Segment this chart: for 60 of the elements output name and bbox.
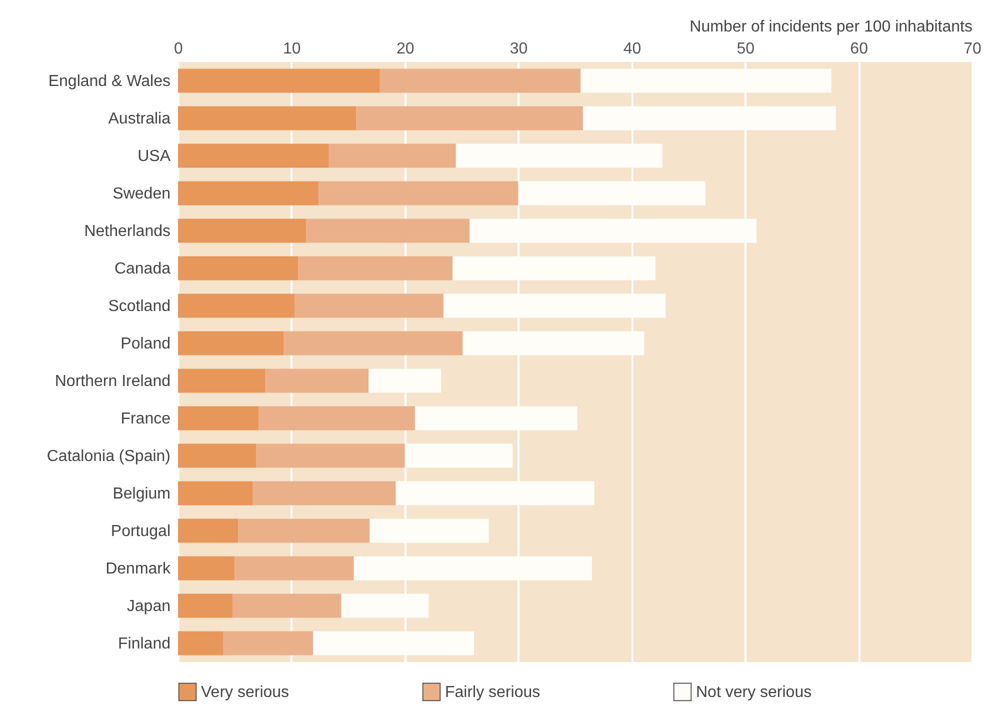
x-axis-title: Number of incidents per 100 inhabitants: [690, 18, 972, 36]
bar: [178, 256, 298, 280]
y-tick-label: Poland: [120, 335, 170, 352]
bar: [178, 106, 356, 130]
bar: [318, 181, 518, 206]
legend-label: Not very serious: [696, 684, 812, 701]
y-tick-label: USA: [138, 148, 171, 165]
x-tick-label: 70: [964, 40, 982, 58]
bar: [223, 631, 313, 656]
legend-label: Fairly serious: [445, 684, 540, 701]
bar: [178, 218, 306, 243]
bar: [178, 556, 235, 580]
bar: [178, 406, 259, 430]
x-tick-label: 30: [510, 40, 528, 58]
bar: [298, 256, 452, 280]
bar: [178, 368, 266, 393]
bar: [178, 331, 284, 356]
x-tick-label: 60: [850, 40, 868, 58]
y-tick-label: England & Wales: [48, 72, 170, 90]
y-tick-label: Portugal: [110, 522, 170, 540]
bar: [380, 68, 581, 93]
y-tick-label: Canada: [114, 260, 171, 278]
bar: [294, 294, 444, 318]
bar: [328, 144, 456, 168]
y-tick-label: Catalonia (Spain): [46, 448, 170, 465]
bar: [258, 406, 416, 430]
bar: [178, 444, 256, 468]
bar: [178, 68, 380, 93]
bar: [356, 106, 583, 130]
bar: [178, 594, 232, 618]
y-tick-label: Netherlands: [84, 222, 170, 240]
bar: [178, 181, 319, 206]
x-tick-label: 0: [174, 40, 184, 58]
y-tick-label: Sweden: [112, 185, 170, 202]
x-tick-label: 50: [736, 40, 755, 58]
x-tick-label: 10: [283, 40, 301, 58]
bar: [234, 556, 354, 580]
y-tick-label: Australia: [108, 110, 171, 128]
legend-label: Very serious: [201, 684, 290, 701]
bar: [265, 368, 369, 393]
y-tick-label: Japan: [126, 598, 170, 615]
y-tick-label: Scotland: [108, 298, 170, 315]
bar: [178, 631, 224, 656]
y-tick-label: Belgium: [112, 485, 170, 502]
bar: [252, 481, 396, 506]
bar: [178, 144, 329, 168]
y-tick-label: France: [120, 410, 171, 428]
x-tick-label: 20: [396, 40, 414, 58]
bar: [178, 481, 253, 506]
y-tick-label: Finland: [118, 635, 170, 652]
bar: [283, 331, 463, 356]
bar: [256, 444, 405, 468]
bar: [238, 518, 370, 543]
y-tick-label: Northern Ireland: [54, 372, 170, 390]
y-tick-label: Denmark: [106, 560, 172, 578]
bar: [178, 294, 295, 318]
bar: [306, 218, 470, 243]
bar: [232, 594, 342, 618]
bar: [178, 518, 238, 543]
x-tick-label: 40: [623, 40, 642, 58]
